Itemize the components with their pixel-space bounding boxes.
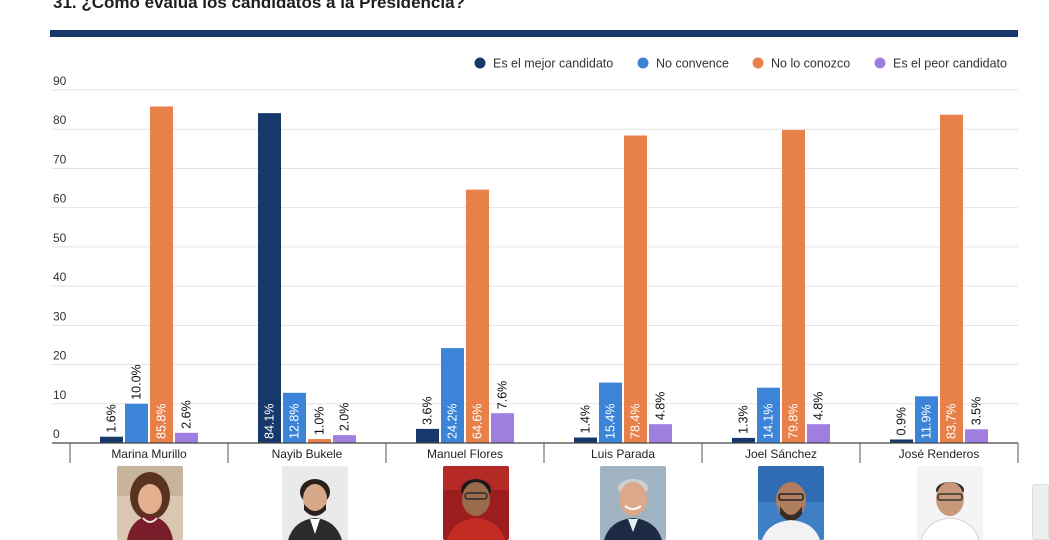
data-label: 79.8%: [787, 404, 801, 439]
bar: [807, 424, 830, 443]
data-label: 2.6%: [180, 400, 194, 429]
portrait-luis-parada: [600, 466, 666, 540]
bar: [258, 113, 281, 443]
bar: [441, 348, 464, 443]
y-tick-label: 20: [53, 349, 67, 363]
data-label: 7.6%: [496, 381, 510, 410]
bar: [757, 387, 780, 443]
data-label: 1.0%: [313, 407, 327, 436]
category-label: Luis Parada: [591, 447, 655, 461]
data-label: 10.0%: [130, 364, 144, 399]
legend-label: Es el peor candidato: [893, 57, 1007, 71]
y-tick-label: 0: [53, 427, 60, 441]
y-tick-label: 70: [53, 152, 67, 166]
bar: [416, 428, 439, 443]
bar: [574, 437, 597, 443]
data-label: 15.4%: [604, 404, 618, 439]
portrait-nayib-bukele: [282, 466, 348, 540]
portrait-joel-sanchez: [758, 466, 824, 540]
legend-label: Es el mejor candidato: [493, 57, 613, 71]
category-label: Manuel Flores: [427, 447, 503, 461]
bar: [965, 429, 988, 443]
legend: Es el mejor candidato No convence No lo co…: [474, 57, 1007, 71]
data-label: 3.6%: [421, 396, 435, 425]
x-axis: Marina Murillo Nayib Bukele Manuel Flores L…: [52, 442, 1019, 463]
portrait-jose-renderos: [917, 466, 983, 540]
data-label: 12.8%: [288, 404, 302, 439]
y-tick-label: 10: [53, 388, 67, 402]
data-label: 1.4%: [579, 405, 593, 434]
legend-label: No lo conozco: [771, 57, 850, 71]
data-label: 0.9%: [895, 407, 909, 436]
legend-marker: [752, 57, 764, 69]
data-label: 78.4%: [629, 404, 643, 439]
y-tick-label: 80: [53, 113, 67, 127]
title-rule: [50, 30, 1018, 37]
y-tick-label: 60: [53, 192, 67, 206]
bar: [624, 135, 647, 443]
bar: [333, 435, 356, 443]
bar: [308, 439, 331, 443]
data-label: 4.8%: [654, 392, 668, 421]
data-label: 3.5%: [970, 397, 984, 426]
data-label: 14.1%: [762, 404, 776, 439]
bar: [125, 403, 148, 443]
bar: [466, 189, 489, 443]
category-label: Joel Sánchez: [745, 447, 817, 461]
scroll-handle[interactable]: [1032, 484, 1049, 540]
portrait-marina-murillo: [117, 466, 183, 540]
chart-title: 31. ¿Cómo evalúa los candidatos a la Pre…: [53, 0, 465, 12]
category-label: José Renderos: [899, 447, 980, 461]
data-label: 64.6%: [471, 404, 485, 439]
legend-marker: [874, 57, 886, 69]
data-label: 1.3%: [737, 405, 751, 434]
data-label: 83.7%: [945, 404, 959, 439]
bar: [175, 432, 198, 443]
bar: [599, 382, 622, 443]
data-label: 84.1%: [263, 404, 277, 439]
category-label: Marina Murillo: [111, 447, 187, 461]
y-tick-label: 90: [53, 74, 67, 88]
legend-marker: [474, 57, 486, 69]
bar: [283, 392, 306, 443]
bar: [100, 436, 123, 443]
bar: [491, 413, 514, 443]
bar: [150, 106, 173, 444]
data-label: 4.8%: [812, 392, 826, 421]
bar-chart: 0 10 20 30 40 50 60 70 80 90 1.6% 10.0% 85.8% 2.6% 84…: [52, 57, 1019, 463]
bar: [915, 396, 938, 443]
bar: [649, 424, 672, 443]
y-tick-label: 40: [53, 270, 67, 284]
bar: [890, 439, 913, 443]
bar: [782, 130, 805, 444]
gridlines: [52, 89, 1018, 444]
data-label: 11.9%: [920, 404, 934, 439]
data-label: 24.2%: [446, 404, 460, 439]
data-label: 85.8%: [155, 404, 169, 439]
category-label: Nayib Bukele: [272, 447, 343, 461]
data-label: 2.0%: [338, 403, 352, 432]
y-tick-label: 50: [53, 231, 67, 245]
y-axis: 0 10 20 30 40 50 60 70 80 90: [53, 74, 67, 441]
bar: [940, 114, 963, 444]
y-tick-label: 30: [53, 309, 67, 323]
bars: 1.6% 10.0% 85.8% 2.6% 84.1% 12.8% 1.0% 2.0% 3.6%…: [100, 106, 988, 444]
bar: [732, 437, 755, 443]
portrait-manuel-flores: [443, 466, 509, 540]
legend-marker: [637, 57, 649, 69]
legend-label: No convence: [656, 57, 729, 71]
data-label: 1.6%: [105, 404, 119, 433]
